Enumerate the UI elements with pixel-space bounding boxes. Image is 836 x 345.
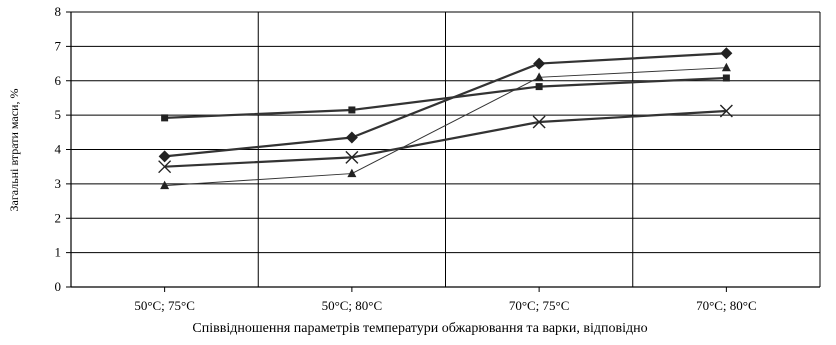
x-tick-label: 70°C; 75°C: [509, 298, 570, 313]
series-cross: [158, 104, 733, 174]
cross-stroke: [158, 160, 172, 174]
series-line: [164, 109, 727, 168]
y-tick-label: 5: [55, 107, 62, 122]
series-group: [158, 47, 733, 190]
y-tick-label: 6: [55, 73, 62, 88]
x-tick-label: 50°C; 80°C: [322, 298, 383, 313]
axes: [66, 11, 820, 292]
data-point: [532, 115, 546, 129]
data-point: [158, 150, 171, 163]
data-point: [345, 150, 359, 164]
y-axis-label: Загальні втрати маси, %: [7, 89, 21, 212]
y-tick-label: 1: [55, 245, 62, 260]
x-tick-label: 70°C; 80°C: [696, 298, 757, 313]
data-point: [720, 47, 733, 60]
y-tick-label: 3: [55, 176, 62, 191]
y-tick-label: 2: [55, 210, 62, 225]
cross-stroke: [532, 115, 546, 129]
x-tick-labels: 50°C; 75°C 50°C; 80°C 70°C; 75°C 70°C; 80°C: [134, 298, 756, 313]
x-axis-label: Співвідношення параметрів температури об…: [192, 321, 647, 336]
y-tick-label: 4: [55, 142, 62, 157]
series-square: [161, 74, 730, 122]
data-point: [347, 168, 357, 178]
data-point: [161, 114, 169, 122]
data-point: [160, 180, 170, 190]
data-point: [719, 104, 733, 118]
data-point: [534, 72, 544, 81]
data-point: [348, 106, 356, 114]
series-diamond: [158, 47, 733, 163]
data-point: [535, 83, 543, 91]
data-point: [345, 131, 358, 144]
data-point: [721, 62, 731, 72]
data-point: [533, 57, 546, 70]
series-line: [164, 76, 727, 119]
data-point: [158, 160, 172, 174]
series-line: [164, 67, 727, 187]
series-line: [164, 52, 727, 158]
y-tick-label: 0: [55, 279, 62, 294]
y-tick-labels: 0 1 2 3 4 5 6 7 8: [55, 4, 62, 294]
y-tick-label: 8: [55, 4, 62, 19]
x-tick-label: 50°C; 75°C: [134, 298, 195, 313]
series-triangle: [160, 62, 731, 190]
data-point: [722, 74, 730, 82]
cross-stroke: [345, 150, 359, 164]
y-tick-label: 7: [55, 38, 62, 53]
cross-stroke: [719, 104, 733, 118]
